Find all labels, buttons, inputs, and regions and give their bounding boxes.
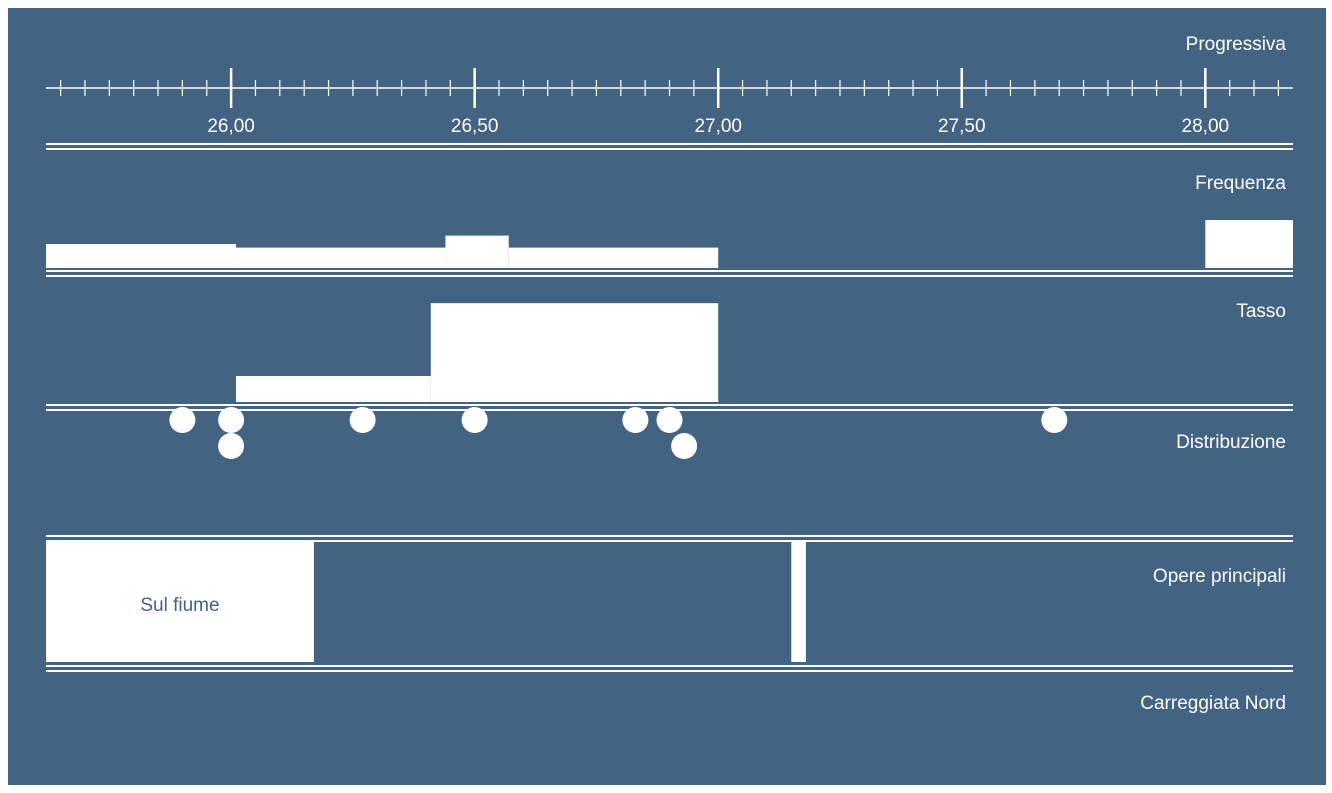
frequenza-bar xyxy=(508,247,719,268)
distribuzione-point xyxy=(169,407,196,433)
track-label-progressiva: Progressiva xyxy=(1186,34,1287,55)
frequenza-bar xyxy=(445,235,509,268)
track-divider xyxy=(46,404,1293,406)
opera-block xyxy=(46,542,314,662)
distribuzione-point xyxy=(622,407,649,433)
tick-label: 27,50 xyxy=(938,116,986,137)
track-divider xyxy=(46,540,1293,542)
track-label-carreggiata: Carreggiata Nord xyxy=(1140,693,1286,714)
tasso-bar xyxy=(430,303,719,402)
track-divider xyxy=(46,665,1293,667)
frequenza-bar xyxy=(1205,220,1293,268)
tasso-bars xyxy=(235,303,719,402)
track-divider xyxy=(46,670,1293,672)
progressiva-axis: 26,00 26,50 27,00 27,50 28,00 xyxy=(46,68,1293,137)
track-divider xyxy=(46,275,1293,277)
distribuzione-point xyxy=(656,407,683,433)
track-label-distribuzione: Distribuzione xyxy=(1176,432,1286,453)
tasso-bar xyxy=(235,376,431,402)
distribuzione-point xyxy=(461,407,488,433)
tick-label: 28,00 xyxy=(1182,116,1230,137)
distribuzione-point xyxy=(1041,407,1068,433)
distribuzione-point xyxy=(218,433,245,459)
distribuzione-point xyxy=(349,407,376,433)
opera-block-label: Sul fiume xyxy=(140,595,219,616)
track-label-opere: Opere principali xyxy=(1153,566,1286,587)
track-divider xyxy=(46,148,1293,150)
track-divider xyxy=(46,270,1293,272)
frequenza-bars xyxy=(46,220,1293,268)
track-chart: 26,00 26,50 27,00 27,50 28,00 Sul fiume Prog… xyxy=(46,34,1293,714)
opera-block xyxy=(791,542,806,662)
tick-label: 26,00 xyxy=(207,116,255,137)
opere-blocks: Sul fiume xyxy=(46,542,806,662)
tick-label: 26,50 xyxy=(451,116,499,137)
track-label-frequenza: Frequenza xyxy=(1195,173,1286,194)
frequenza-bar xyxy=(46,244,236,268)
distribuzione-point xyxy=(218,407,245,433)
distribuzione-points xyxy=(169,407,1068,459)
track-label-tasso: Tasso xyxy=(1236,301,1286,322)
track-labels: Progressiva Frequenza Tasso Distribuzion… xyxy=(1140,34,1286,714)
track-divider xyxy=(46,143,1293,145)
tick-label: 27,00 xyxy=(694,116,742,137)
chart-panel: 26,00 26,50 27,00 27,50 28,00 Sul fiume Prog… xyxy=(8,8,1326,785)
distribuzione-point xyxy=(671,433,698,459)
track-divider xyxy=(46,535,1293,537)
frequenza-bar xyxy=(235,247,446,268)
